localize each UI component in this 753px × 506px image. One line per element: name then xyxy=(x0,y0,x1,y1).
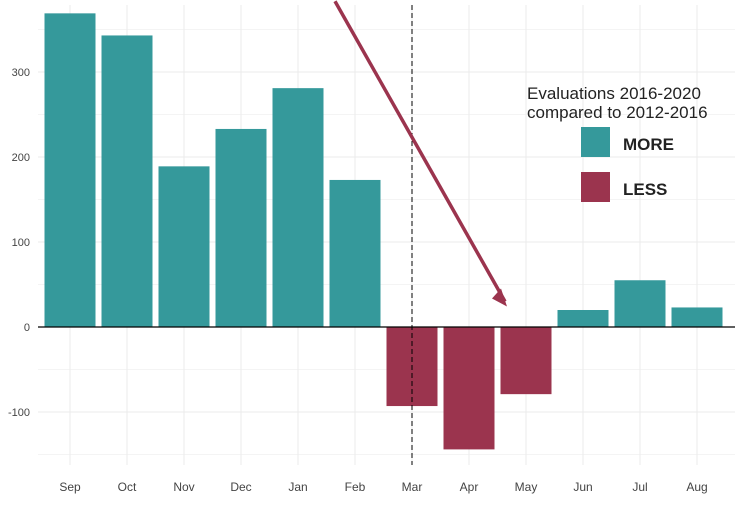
legend-label-more: MORE xyxy=(623,135,674,154)
bars xyxy=(38,13,735,450)
x-tick-label: Dec xyxy=(230,480,251,494)
x-tick-label: Jan xyxy=(288,480,307,494)
bar-jul xyxy=(614,280,666,327)
annotations xyxy=(333,0,507,465)
x-tick-label: Jun xyxy=(573,480,592,494)
x-tick-label: Jul xyxy=(632,480,647,494)
x-tick-label: Feb xyxy=(345,480,366,494)
trend-arrow-shaft xyxy=(333,0,507,303)
bar-nov xyxy=(158,166,210,327)
bar-apr xyxy=(443,327,495,450)
legend-label-less: LESS xyxy=(623,180,667,199)
legend-swatch-less xyxy=(581,172,610,202)
bar-jan xyxy=(272,88,324,328)
x-tick-label: Oct xyxy=(118,480,137,494)
y-tick-label: 200 xyxy=(12,152,30,164)
bar-jun xyxy=(557,310,609,327)
bar-dec xyxy=(215,128,267,327)
x-tick-label: May xyxy=(515,480,538,494)
y-tick-label: -100 xyxy=(8,407,30,419)
x-tick-label: Nov xyxy=(173,480,194,494)
y-tick-label: 100 xyxy=(12,237,30,249)
x-tick-label: Sep xyxy=(59,480,81,494)
bar-oct xyxy=(101,35,153,327)
legend-swatch-more xyxy=(581,127,610,157)
bar-may xyxy=(500,327,552,395)
y-tick-label: 0 xyxy=(24,322,30,334)
x-tick-label: Apr xyxy=(460,480,479,494)
legend: Evaluations 2016-2020 compared to 2012-2… xyxy=(527,84,708,202)
x-tick-label: Aug xyxy=(686,480,707,494)
bar-feb xyxy=(329,179,381,327)
bar-aug xyxy=(671,307,723,327)
x-tick-label: Mar xyxy=(402,480,423,494)
bar-sep xyxy=(44,13,96,327)
legend-title-line2: compared to 2012-2016 xyxy=(527,103,708,122)
y-tick-label: 300 xyxy=(12,67,30,79)
y-axis-ticks: -100 0 100 200 300 xyxy=(8,67,30,419)
x-axis-ticks: Sep Oct Nov Dec Jan Feb Mar Apr May Jun Jul Aug xyxy=(59,480,707,494)
legend-title-line1: Evaluations 2016-2020 xyxy=(527,84,701,103)
trend-arrow-head xyxy=(492,288,507,307)
